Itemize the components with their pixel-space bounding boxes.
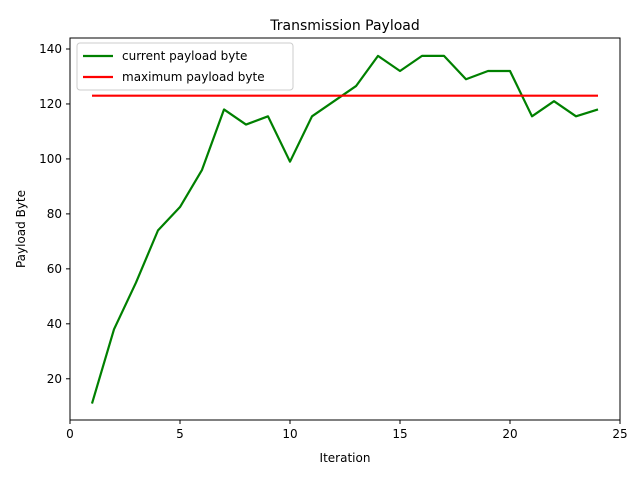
legend-label-maximum-payload: maximum payload byte: [122, 70, 265, 84]
axis-ticks: 0 5 10 15 20 25 20 40 60 80 100 120 140: [39, 42, 628, 441]
y-tick-label: 20: [47, 372, 62, 386]
y-tick-label: 140: [39, 42, 62, 56]
y-tick-label: 120: [39, 97, 62, 111]
chart-title: Transmission Payload: [269, 18, 420, 34]
x-tick-label: 15: [392, 427, 407, 441]
legend-label-current-payload: current payload byte: [122, 49, 247, 63]
plot-frame: [69, 37, 621, 421]
y-tick-label: 80: [47, 207, 62, 221]
x-tick-label: 20: [502, 427, 517, 441]
y-axis-label: Payload Byte: [14, 190, 28, 268]
x-axis-label: Iteration: [320, 451, 371, 465]
current-payload-line: [90, 54, 599, 404]
x-tick-label: 10: [282, 427, 297, 441]
series-lines: [90, 54, 599, 404]
x-tick-label: 25: [612, 427, 627, 441]
y-tick-label: 40: [47, 317, 62, 331]
y-tick-label: 60: [47, 262, 62, 276]
x-tick-label: 5: [176, 427, 184, 441]
y-tick-label: 100: [39, 152, 62, 166]
legend-box: [76, 42, 294, 91]
legend: current payload byte maximum payload byt…: [76, 42, 294, 91]
x-tick-label: 0: [66, 427, 74, 441]
